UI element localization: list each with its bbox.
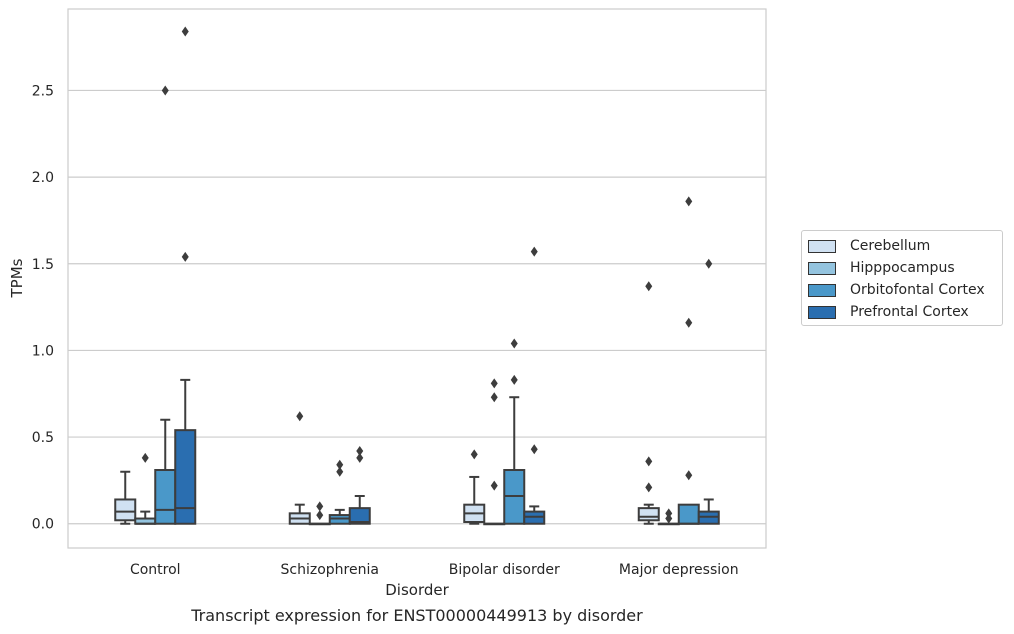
box-hipppocampus	[134, 452, 157, 525]
outlier-point	[316, 501, 324, 512]
outlier-point	[685, 196, 693, 207]
y-axis-label: TPMs	[8, 258, 26, 298]
outlier-point	[665, 508, 673, 519]
outlier-point	[490, 480, 498, 491]
chart-caption: Transcript expression for ENST0000044991…	[191, 606, 643, 625]
outlier-point	[645, 456, 653, 467]
box-orbitofontal-cortex	[154, 85, 177, 525]
outlier-point	[336, 466, 344, 477]
outlier-point	[705, 258, 713, 269]
box	[637, 507, 660, 522]
outlier-point	[510, 338, 518, 349]
legend-swatch	[808, 239, 836, 253]
legend-swatch	[808, 261, 836, 275]
y-tick-label: 2.0	[32, 170, 54, 186]
box	[677, 503, 700, 525]
legend-swatch	[808, 283, 836, 297]
x-tick-label: Control	[130, 562, 181, 578]
box	[114, 498, 137, 522]
y-tick-label: 1.5	[32, 257, 54, 273]
box-groups	[114, 26, 720, 526]
outlier-point	[490, 378, 498, 389]
y-tick-label: 0.0	[32, 517, 54, 533]
box-hipppocampus	[657, 508, 680, 526]
outlier-point	[530, 444, 538, 455]
outlier-point	[530, 246, 538, 257]
x-tick-label: Major depression	[619, 562, 739, 578]
outlier-point	[665, 513, 673, 524]
box	[348, 507, 371, 525]
box	[174, 429, 197, 525]
outlier-point	[181, 26, 189, 37]
box-hipppocampus	[483, 378, 506, 526]
box-orbitofontal-cortex	[503, 338, 526, 525]
legend-item: Cerebellum	[808, 235, 1002, 257]
plot-frame	[67, 8, 767, 549]
legend-label: Orbitofontal Cortex	[850, 282, 985, 298]
outlier-point	[356, 445, 364, 456]
outlier-point	[336, 459, 344, 470]
outlier-point	[490, 392, 498, 403]
outlier-point	[296, 411, 304, 422]
legend: Cerebellum Hipppocampus Orbitofontal Corte…	[801, 230, 1003, 326]
outlier-point	[645, 482, 653, 493]
box-cerebellum	[288, 411, 311, 525]
outlier-point	[685, 470, 693, 481]
legend-item: Prefrontal Cortex	[808, 301, 1002, 323]
box-cerebellum	[463, 449, 486, 525]
outlier-point	[161, 85, 169, 96]
y-tick-label: 0.5	[32, 430, 54, 446]
x-axis-ticks: Control Schizophrenia Bipolar disorder Majo…	[130, 562, 739, 578]
x-axis-label: Disorder	[385, 581, 449, 599]
box-cerebellum	[114, 470, 137, 525]
outlier-point	[356, 452, 364, 463]
box-prefrontal-cortex	[697, 258, 720, 525]
outlier-point	[685, 317, 693, 328]
box-prefrontal-cortex	[174, 26, 197, 525]
legend-swatch	[808, 305, 836, 319]
box-hipppocampus	[308, 501, 331, 526]
box-cerebellum	[637, 281, 660, 525]
legend-item: Orbitofontal Cortex	[808, 279, 1002, 301]
legend-label: Prefrontal Cortex	[850, 304, 969, 320]
legend-label: Hipppocampus	[850, 260, 955, 276]
grid-lines	[68, 89, 766, 525]
box-orbitofontal-cortex	[328, 459, 351, 525]
outlier-point	[510, 374, 518, 385]
outlier-point	[141, 452, 149, 463]
box-orbitofontal-cortex	[677, 196, 700, 525]
x-tick-label: Schizophrenia	[281, 562, 379, 578]
box-prefrontal-cortex	[523, 246, 546, 525]
x-tick-label: Bipolar disorder	[449, 562, 560, 578]
box	[154, 469, 177, 525]
y-tick-label: 2.5	[32, 83, 54, 99]
outlier-point	[645, 281, 653, 292]
legend-label: Cerebellum	[850, 238, 931, 254]
outlier-point	[181, 251, 189, 262]
y-tick-label: 1.0	[32, 343, 54, 359]
legend-item: Hipppocampus	[808, 257, 1002, 279]
y-axis-ticks: 0.0 0.5 1.0 1.5 2.0 2.5	[32, 83, 54, 532]
outlier-point	[470, 449, 478, 460]
outlier-point	[316, 510, 324, 521]
box-prefrontal-cortex	[348, 445, 371, 525]
